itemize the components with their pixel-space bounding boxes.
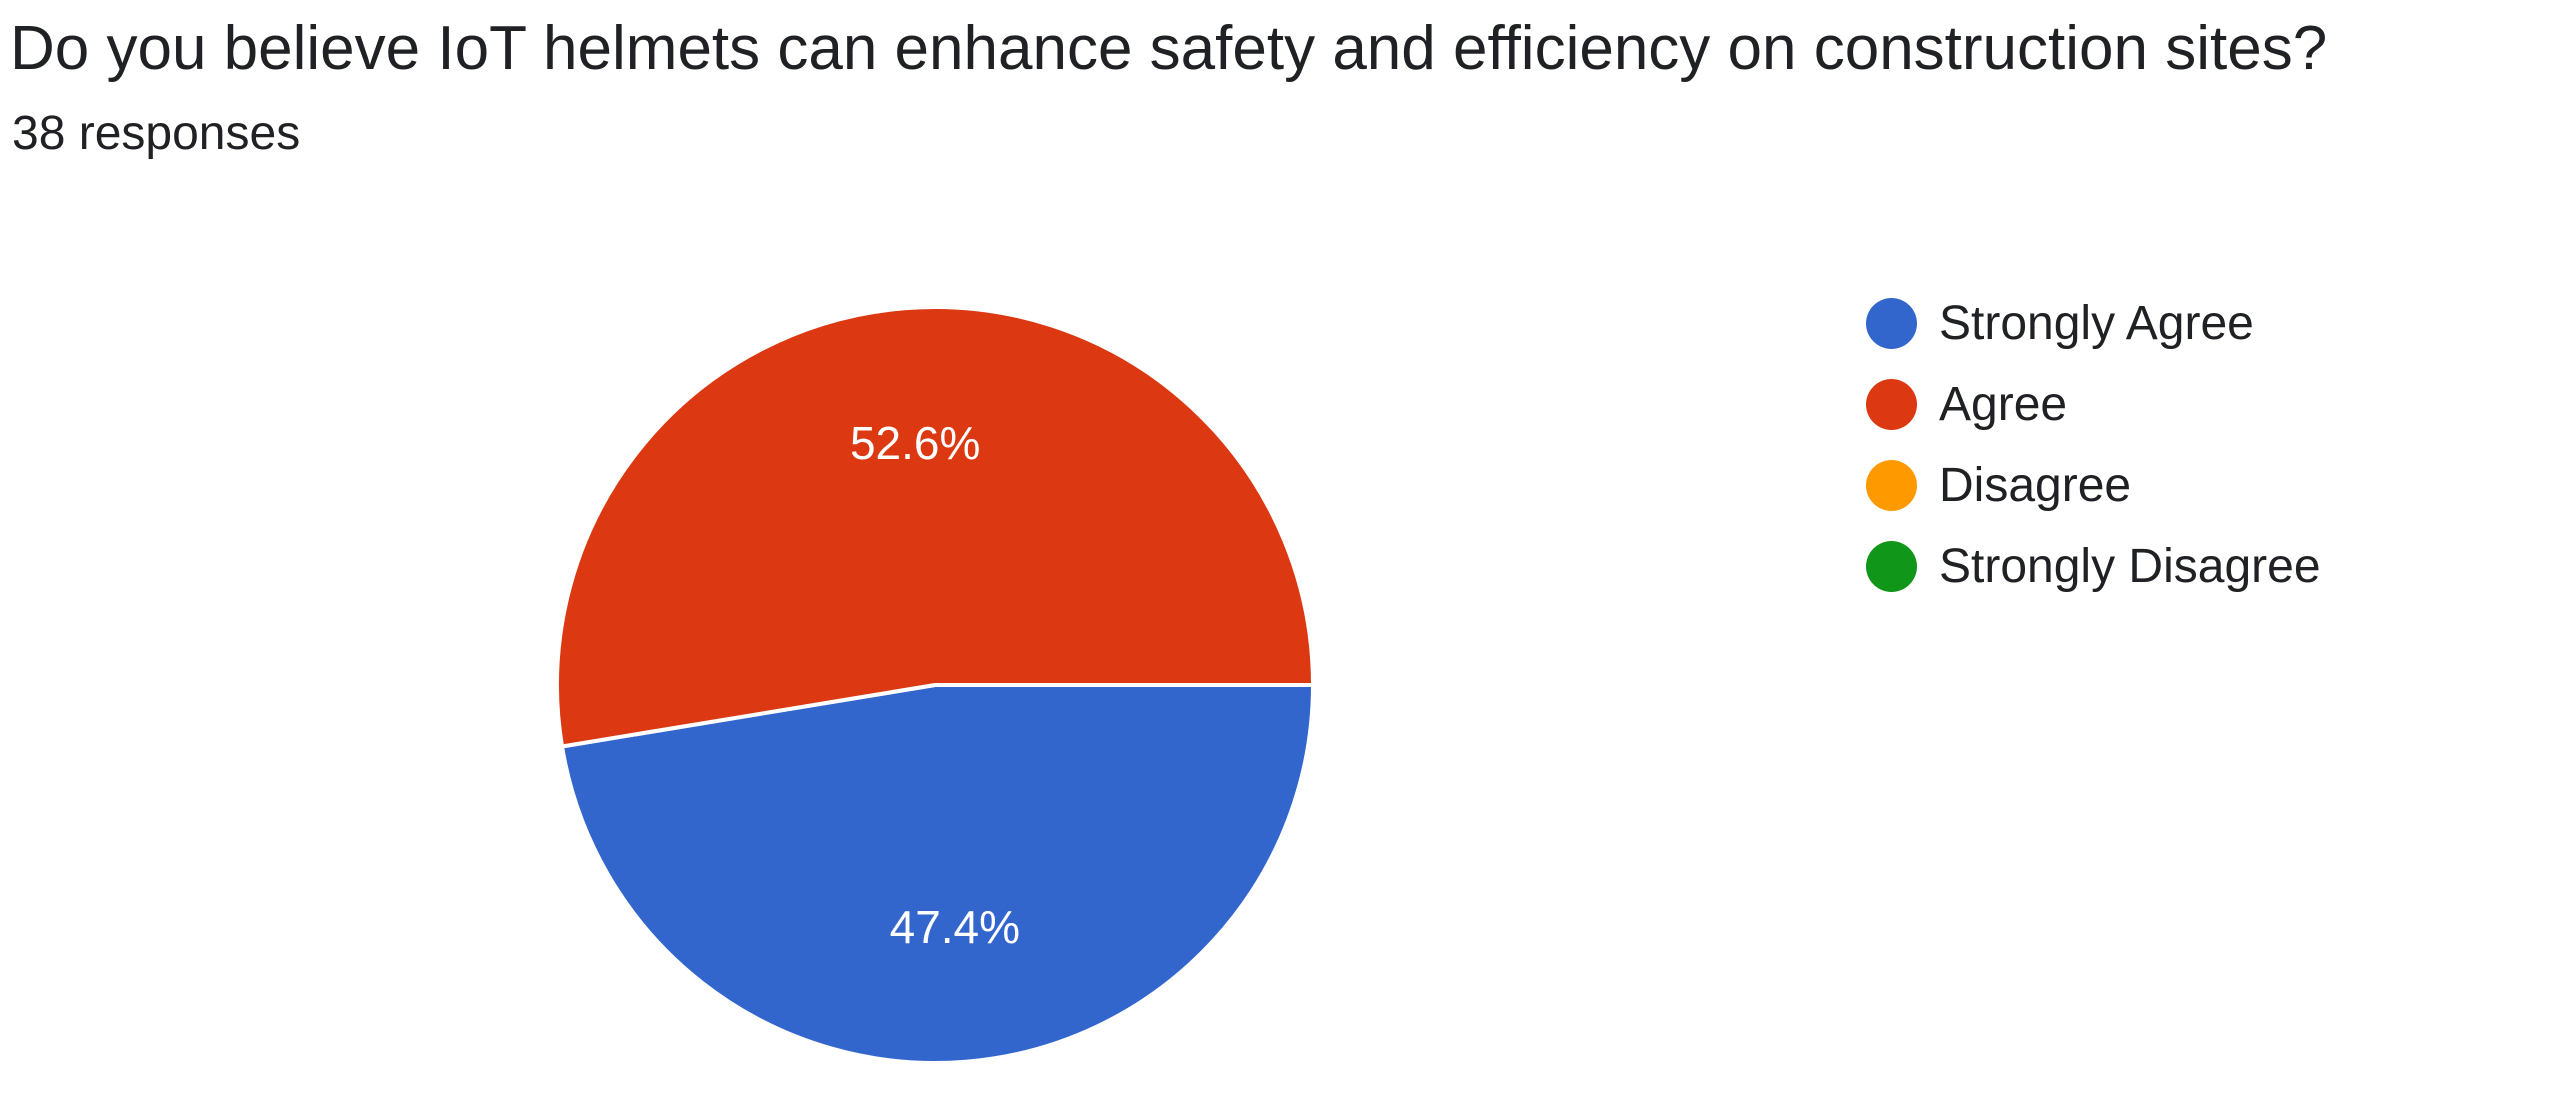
chart-legend: Strongly Agree Agree Disagree Strongly D… bbox=[1866, 283, 2321, 607]
legend-swatch-strongly-disagree bbox=[1866, 541, 1917, 592]
legend-item-strongly-disagree[interactable]: Strongly Disagree bbox=[1866, 526, 2321, 607]
legend-label-strongly-agree: Strongly Agree bbox=[1939, 296, 2254, 350]
legend-item-disagree[interactable]: Disagree bbox=[1866, 445, 2321, 526]
legend-label-agree: Agree bbox=[1939, 377, 2068, 431]
response-count: 38 responses bbox=[12, 107, 301, 160]
legend-label-disagree: Disagree bbox=[1939, 458, 2132, 512]
pie-slice-strongly-agree[interactable] bbox=[559, 683, 1316, 1065]
legend-label-strongly-disagree: Strongly Disagree bbox=[1939, 539, 2321, 593]
pie-label-agree: 52.6% bbox=[850, 417, 980, 469]
legend-item-agree[interactable]: Agree bbox=[1866, 364, 2321, 445]
question-title: Do you believe IoT helmets can enhance s… bbox=[10, 14, 2328, 83]
legend-swatch-strongly-agree bbox=[1866, 298, 1917, 349]
legend-swatch-disagree bbox=[1866, 460, 1917, 511]
pie-label-strongly-agree: 47.4% bbox=[890, 901, 1020, 953]
legend-item-strongly-agree[interactable]: Strongly Agree bbox=[1866, 283, 2321, 364]
pie-slice-agree[interactable] bbox=[555, 305, 1316, 749]
legend-swatch-agree bbox=[1866, 379, 1917, 430]
